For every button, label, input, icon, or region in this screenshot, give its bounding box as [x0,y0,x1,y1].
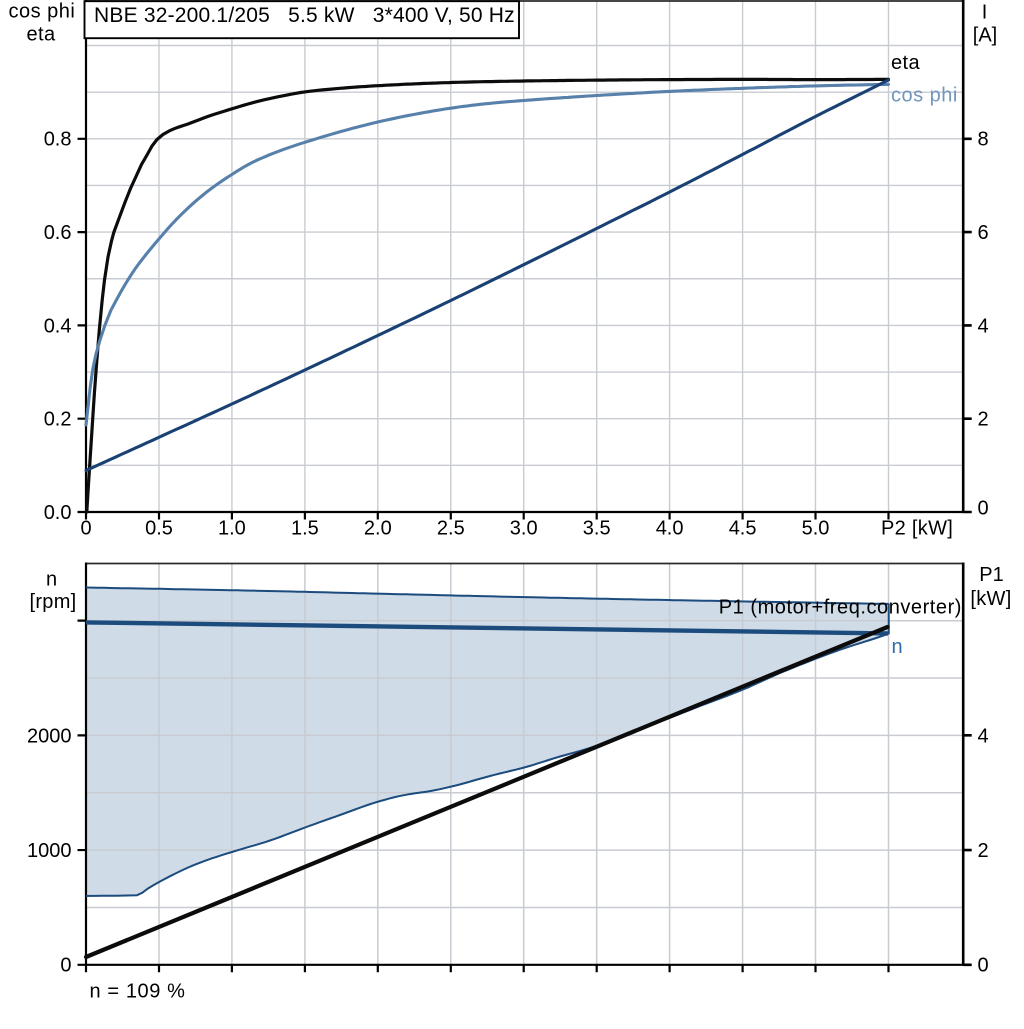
svg-text:0.5: 0.5 [145,517,173,539]
svg-text:n: n [892,636,903,658]
svg-text:4: 4 [978,315,989,337]
svg-text:0.4: 0.4 [44,315,72,337]
svg-text:6: 6 [978,222,989,244]
svg-text:0: 0 [80,517,91,539]
svg-text:5.0: 5.0 [802,517,830,539]
svg-text:cos phi: cos phi [891,84,958,106]
svg-text:0.8: 0.8 [44,129,72,151]
svg-text:0: 0 [978,498,989,520]
svg-text:0.2: 0.2 [44,409,72,431]
svg-text:0: 0 [60,955,71,977]
svg-text:n = 109 %: n = 109 % [90,981,186,1003]
svg-text:2: 2 [978,840,989,862]
svg-text:P2 [kW]: P2 [kW] [881,517,953,539]
svg-text:P1 (motor+freq.converter): P1 (motor+freq.converter) [719,596,962,618]
svg-text:4.5: 4.5 [729,517,757,539]
svg-text:1.5: 1.5 [291,517,319,539]
svg-text:P1: P1 [979,564,1003,586]
svg-text:0.0: 0.0 [44,502,72,524]
svg-text:4.0: 4.0 [656,517,684,539]
svg-text:eta: eta [26,24,55,46]
svg-text:2: 2 [978,409,989,431]
svg-text:3.0: 3.0 [510,517,538,539]
svg-text:1.0: 1.0 [218,517,246,539]
svg-text:NBE 32-200.1/205 5.5 kW 3*: NBE 32-200.1/205 5.5 kW 3*400 V, 50 Hz [94,4,515,27]
svg-text:8: 8 [978,129,989,151]
svg-text:cos phi: cos phi [9,1,76,23]
svg-text:2.5: 2.5 [437,517,465,539]
svg-text:I: I [982,1,988,23]
svg-text:3.5: 3.5 [583,517,611,539]
svg-text:eta: eta [891,52,920,74]
svg-text:n: n [46,568,57,590]
svg-text:[A]: [A] [973,24,997,46]
svg-text:4: 4 [978,725,989,747]
svg-text:1000: 1000 [27,840,72,862]
svg-text:2.0: 2.0 [364,517,392,539]
svg-text:2000: 2000 [27,725,72,747]
svg-text:0: 0 [978,954,989,976]
svg-text:[kW]: [kW] [970,588,1011,610]
svg-text:0.6: 0.6 [44,222,72,244]
svg-text:[rpm]: [rpm] [29,591,76,613]
